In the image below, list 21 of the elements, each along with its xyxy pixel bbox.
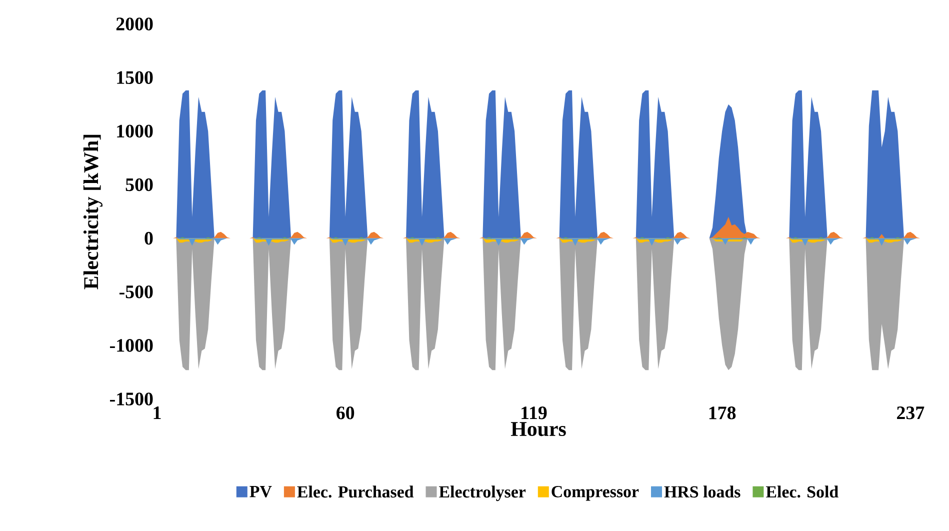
y-axis-title: Electricity [kWh]: [83, 134, 102, 290]
x-tick-label: 1: [154, 406, 161, 420]
y-tick-label: -1000: [110, 339, 153, 352]
y-tick-label: 2000: [116, 18, 153, 30]
legend-label: Electrolyser: [439, 486, 526, 502]
legend-label: Compressor: [552, 486, 639, 501]
y-tick-label: -1500: [110, 392, 153, 406]
x-tick-label: 178: [709, 406, 736, 420]
y-tick-label: 1500: [117, 71, 153, 84]
x-axis-title: Hours: [510, 422, 566, 436]
y-tick-label: -500: [119, 285, 153, 298]
y-tick-label: 0: [144, 232, 153, 245]
x-tick-label: 237: [897, 406, 924, 420]
legend-label: HRS loads: [664, 486, 740, 498]
x-tick-label: 119: [522, 406, 547, 420]
y-tick-label: 1000: [117, 124, 153, 138]
legend-label: Elec. Sold: [766, 486, 838, 498]
legend-label: PV: [250, 486, 272, 498]
x-tick-label: 60: [336, 406, 354, 420]
legend-label: Elec. Purchased: [297, 486, 414, 498]
y-tick-label: 500: [126, 178, 153, 192]
